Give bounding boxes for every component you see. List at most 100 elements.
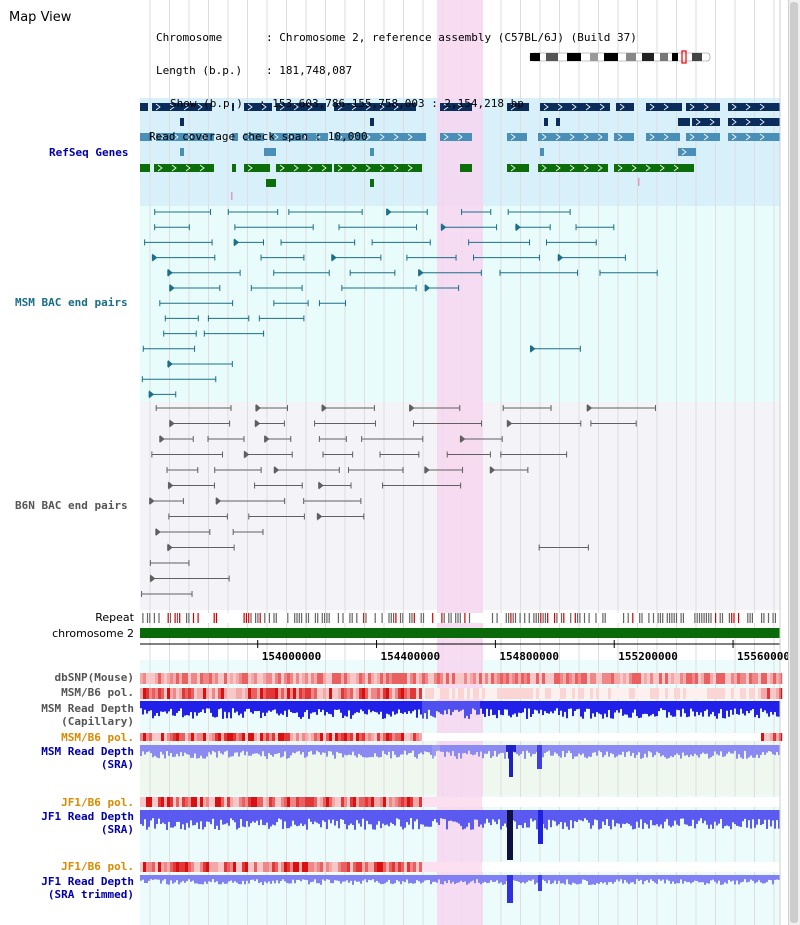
jf1-sra-depth-bar xyxy=(590,810,592,829)
msm-sra-depth-bar xyxy=(746,745,748,759)
jf1-pol-cell xyxy=(302,797,306,807)
jf1-pol2-cell xyxy=(590,862,594,872)
jf1-pol-cell xyxy=(551,797,555,807)
strand-arrow xyxy=(557,103,563,111)
msm-sra-depth-bar xyxy=(402,745,404,755)
msm-pol2-cell xyxy=(254,733,258,741)
msm-pol2-cell xyxy=(653,733,657,741)
dbsnp-cell xyxy=(446,673,450,684)
track-label-msm-b6-pol-2[interactable]: MSM/B6 pol. xyxy=(61,731,134,744)
jf1-pol2-cell xyxy=(389,862,393,872)
repeat-element xyxy=(342,613,344,623)
jf1-sra-depth-bar xyxy=(600,810,602,829)
jf1-pol-cell xyxy=(644,797,648,807)
jf1-trim-depth-bar xyxy=(772,875,774,885)
msm-cap-depth-bar xyxy=(632,701,634,713)
track-label-jf1-pol-1[interactable]: JF1/B6 pol. xyxy=(61,796,134,809)
dbsnp-cell xyxy=(515,673,519,684)
dbsnp-cell xyxy=(209,673,213,684)
jf1-sra-depth-bar xyxy=(616,810,618,824)
strand-arrow xyxy=(745,118,751,126)
jf1-sra-depth-bar xyxy=(744,810,746,819)
dbsnp-cell xyxy=(611,673,615,684)
msm-pol-cell xyxy=(734,688,738,699)
jf1-pol-cell xyxy=(149,797,153,807)
msm-pol2-cell xyxy=(185,733,189,741)
msm-pol2-cell xyxy=(722,733,726,741)
strand-arrow xyxy=(183,103,189,111)
msm-sra-depth-bar xyxy=(490,745,492,759)
msm-sra-depth-bar xyxy=(166,745,168,752)
msm-pol2-cell xyxy=(614,733,618,741)
track-label-b6n-bac[interactable]: B6N BAC end pairs xyxy=(15,499,128,512)
strand-arrow xyxy=(541,133,547,141)
jf1-pol2-cell xyxy=(725,862,729,872)
repeat-element xyxy=(305,613,307,623)
jf1-trim-depth-bar xyxy=(596,875,598,884)
msm-pol-cell xyxy=(482,688,486,699)
msm-pol2-cell xyxy=(467,733,471,741)
b6n-bac-pair-arrow xyxy=(149,497,155,505)
msm-sra-depth-bar xyxy=(452,745,454,751)
strand-arrow xyxy=(201,133,207,141)
msm-sra-depth-bar xyxy=(354,745,356,756)
dbsnp-cell xyxy=(218,673,222,684)
jf1-trim-depth-bar xyxy=(692,875,694,883)
track-label-refseq-genes[interactable]: RefSeq Genes xyxy=(49,146,129,159)
repeat-element xyxy=(560,613,563,623)
track-label-msm-depth-sra-1[interactable]: MSM Read Depth xyxy=(41,745,134,758)
track-label-dbsnp[interactable]: dbSNP(Mouse) xyxy=(54,671,134,684)
msm-pol-cell xyxy=(434,688,438,699)
msm-cap-depth-bar xyxy=(208,701,210,709)
scrollbar-thumb[interactable] xyxy=(790,2,798,923)
msm-cap-depth-bar xyxy=(228,701,230,713)
dbsnp-cell xyxy=(605,673,609,684)
msm-pol-cell xyxy=(215,688,219,699)
jf1-pol-cell xyxy=(368,797,372,807)
msm-sra-depth-bar xyxy=(626,745,628,753)
msm-cap-depth-bar xyxy=(554,701,556,711)
msm-cap-depth-bar xyxy=(496,701,498,719)
jf1-pol2-cell xyxy=(479,862,483,872)
jf1-pol2-cell xyxy=(719,862,723,872)
jf1-sra-depth-bar xyxy=(476,810,478,820)
repeat-element xyxy=(698,613,701,623)
track-label-msm-bac[interactable]: MSM BAC end pairs xyxy=(15,296,128,309)
msm-pol-cell xyxy=(545,688,549,699)
msm-sra-depth-bar xyxy=(558,745,560,757)
jf1-trim-depth-bar xyxy=(208,875,210,882)
msm-pol2-cell xyxy=(455,733,459,741)
jf1-pol-cell xyxy=(350,797,354,807)
msm-sra-depth-bar xyxy=(188,745,190,755)
repeat-element xyxy=(537,613,540,623)
track-label-msm-depth-cap-1[interactable]: MSM Read Depth xyxy=(41,702,134,715)
track-label-jf1-pol-2[interactable]: JF1/B6 pol. xyxy=(61,860,134,873)
track-label-jf1-depth-trim-1[interactable]: JF1 Read Depth xyxy=(41,875,134,888)
msm-pol2-cell xyxy=(194,733,198,741)
repeat-element xyxy=(542,613,544,623)
strand-arrow xyxy=(583,133,589,141)
msm-sra-depth-bar xyxy=(140,745,142,757)
msm-pol2-cell xyxy=(374,733,378,741)
dbsnp-cell xyxy=(620,673,624,684)
jf1-pol2-cell xyxy=(296,862,300,872)
track-label-msm-b6-pol-1[interactable]: MSM/B6 pol. xyxy=(61,686,134,699)
track-label-jf1-depth-sra-1[interactable]: JF1 Read Depth xyxy=(41,810,134,823)
msm-sra-depth-bar xyxy=(730,745,732,754)
msm-sra-depth-bar xyxy=(398,745,400,757)
dbsnp-cell xyxy=(449,673,453,684)
msm-sra-depth-bar xyxy=(220,745,222,754)
jf1-trim-spike xyxy=(507,875,513,903)
jf1-sra-depth-bar xyxy=(736,810,738,826)
jf1-trim-depth-bar xyxy=(764,875,766,884)
jf1-sra-depth-bar xyxy=(706,810,708,825)
msm-sra-depth-bar xyxy=(604,745,606,756)
msm-pol2-cell xyxy=(146,733,150,741)
jf1-pol-cell xyxy=(245,797,249,807)
msm-sra-depth-bar xyxy=(374,745,376,754)
msm-sra-depth-bar xyxy=(196,745,198,759)
jf1-sra-depth-bar xyxy=(544,810,546,829)
msm-pol2-cell xyxy=(731,733,735,741)
dbsnp-cell xyxy=(626,673,630,684)
